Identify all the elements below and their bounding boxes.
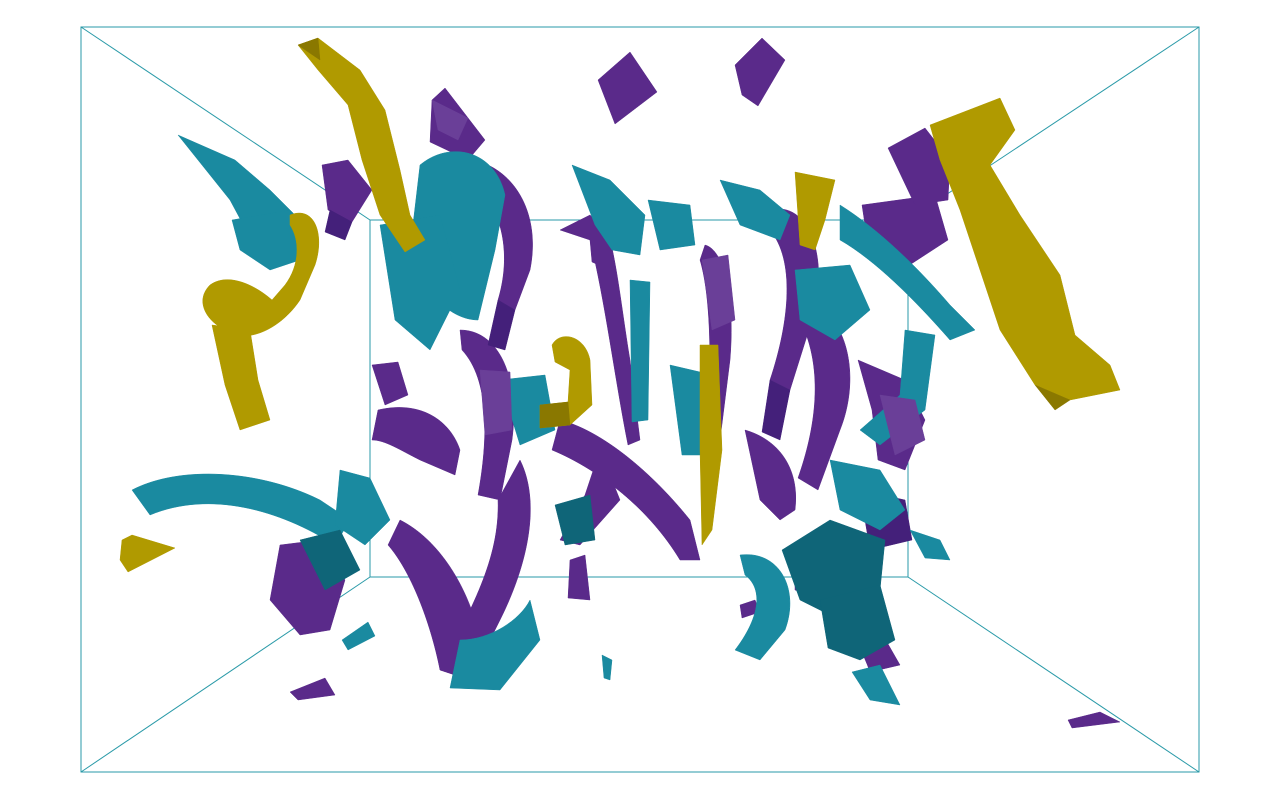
purple-dark-fold <box>487 299 516 351</box>
purple-light-band <box>431 99 469 141</box>
teal-dark-surfaces <box>299 494 896 661</box>
gold-dark-fold <box>297 37 321 61</box>
teal-ribbon <box>829 459 906 531</box>
purple-ribbon <box>371 361 409 406</box>
purple-patch <box>567 554 591 601</box>
teal-ribbon <box>379 214 461 351</box>
gold-dark-fold <box>539 401 571 429</box>
gold-ribbon <box>202 212 319 337</box>
teal-ribbon <box>334 469 391 546</box>
gold-ribbon <box>699 344 723 546</box>
purple-ribbon <box>589 209 641 446</box>
purple-patch <box>1067 711 1121 729</box>
gold-ribbon <box>929 97 1121 401</box>
gold-ribbon <box>297 37 426 253</box>
purple-patch <box>289 677 336 701</box>
teal-ribbon <box>629 279 651 423</box>
teal-ribbon <box>909 529 951 561</box>
teal-ribbon <box>571 164 646 256</box>
teal-ribbon <box>669 364 706 456</box>
purple-patch <box>597 51 658 125</box>
purple-ribbon <box>551 419 701 561</box>
teal-ribbon <box>719 179 791 241</box>
purple-light-surfaces <box>431 99 926 456</box>
teal-ribbon <box>131 473 351 546</box>
teal-surfaces <box>131 134 976 706</box>
purple-light-band <box>479 369 513 436</box>
teal-dark-block <box>819 584 896 661</box>
teal-ribbon <box>734 554 791 661</box>
teal-ribbon <box>839 204 976 341</box>
teal-ribbon <box>231 209 301 271</box>
teal-patch <box>601 654 613 681</box>
teal-patch <box>341 621 376 651</box>
gold-ribbon <box>211 324 271 431</box>
gold-surfaces <box>119 37 1121 573</box>
purple-light-band <box>701 254 736 331</box>
teal-ribbon <box>851 664 901 706</box>
purple-light-band <box>879 394 926 456</box>
purple-dark-fold <box>324 209 353 241</box>
purple-dark-fold <box>761 379 791 441</box>
gold-dark-fold <box>1034 384 1071 411</box>
purple-patch <box>734 37 786 107</box>
bounding-box-front-face <box>80 26 1200 773</box>
teal-dark-block <box>554 494 596 546</box>
purple-ribbon <box>321 159 373 223</box>
purple-ribbon <box>371 407 461 476</box>
gold-dark-surfaces <box>297 37 1071 429</box>
teal-dark-block <box>299 529 361 591</box>
purple-ribbon <box>744 429 797 521</box>
gold-patch <box>119 534 176 573</box>
teal-ribbon <box>647 199 696 251</box>
teal-ribbon <box>794 264 871 341</box>
bounding-box-edge-bottom-right <box>907 576 1200 773</box>
gold-ribbon <box>794 171 836 251</box>
bounding-box-edge-top-left <box>80 26 371 221</box>
teal-ribbon <box>449 599 541 691</box>
